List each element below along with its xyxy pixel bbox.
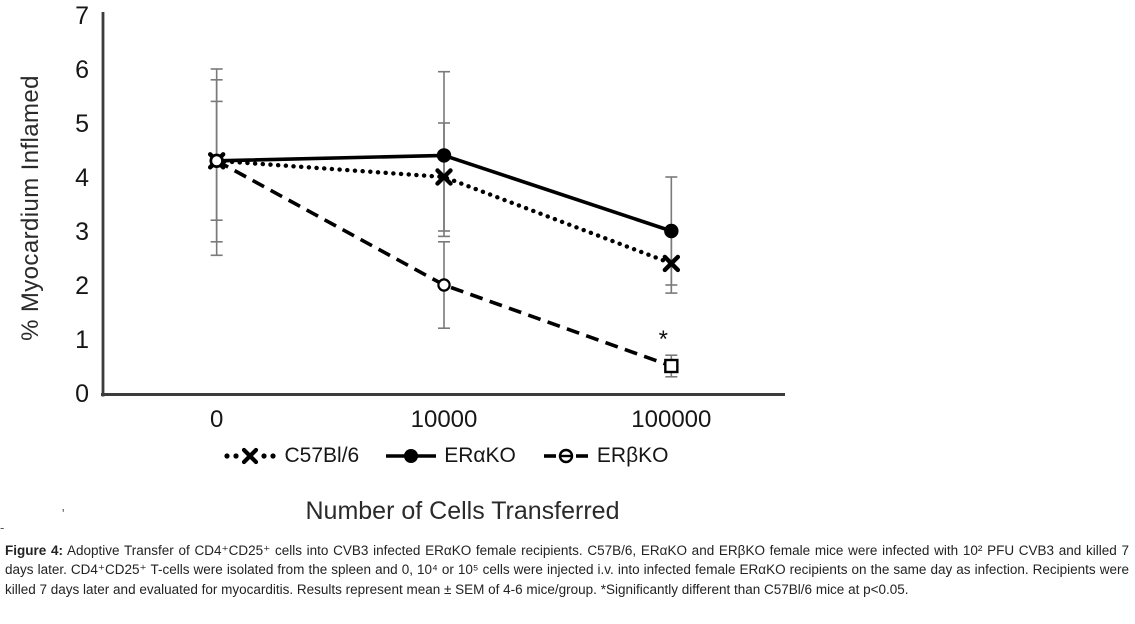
svg-text:2: 2 [75,272,89,300]
svg-text:10000: 10000 [411,406,478,433]
svg-text:4: 4 [75,164,89,192]
scan-artifact: ' [62,506,65,521]
legend-label-erbetako: ERβKO [596,444,669,467]
dashed-line-open-circle-marker-icon [543,448,588,464]
svg-text:3: 3 [75,218,89,246]
svg-text:7: 7 [75,2,89,30]
svg-text:1: 1 [75,326,89,354]
legend-label-c57bl6: C57Bl/6 [284,444,360,467]
legend-label-eralphako: ERαKO [444,444,516,467]
legend-item-eralphako: ERαKO [385,444,516,468]
figure-caption: Figure 4: Adoptive Transfer of CD4⁺CD25⁺ … [5,541,1129,599]
dotted-line-x-marker-icon [223,447,276,465]
x-axis-title: Number of Cells Transferred [305,497,620,525]
legend-item-erbetako: ERβKO [542,444,669,468]
figure-caption-text: Adoptive Transfer of CD4⁺CD25⁺ cells int… [5,543,1129,597]
svg-text:100000: 100000 [631,406,711,433]
y-axis-title: % Myocardium Inflamed [17,75,44,341]
svg-text:0: 0 [75,380,89,408]
svg-text:6: 6 [75,56,89,84]
svg-text:0: 0 [210,406,223,433]
legend-item-c57bl6: C57Bl/6 [222,444,360,468]
scan-artifact: - [0,520,5,535]
chart-legend: C57Bl/6 ERαKO ERβKO [0,444,890,468]
svg-text:5: 5 [75,110,89,138]
figure-caption-label: Figure 4: [5,543,63,558]
myocarditis-line-chart: * 0 1 2 3 4 5 6 7 0 10000 100000 [75,2,785,433]
solid-line-filled-circle-marker-icon [386,449,437,463]
svg-text:*: * [659,326,668,353]
